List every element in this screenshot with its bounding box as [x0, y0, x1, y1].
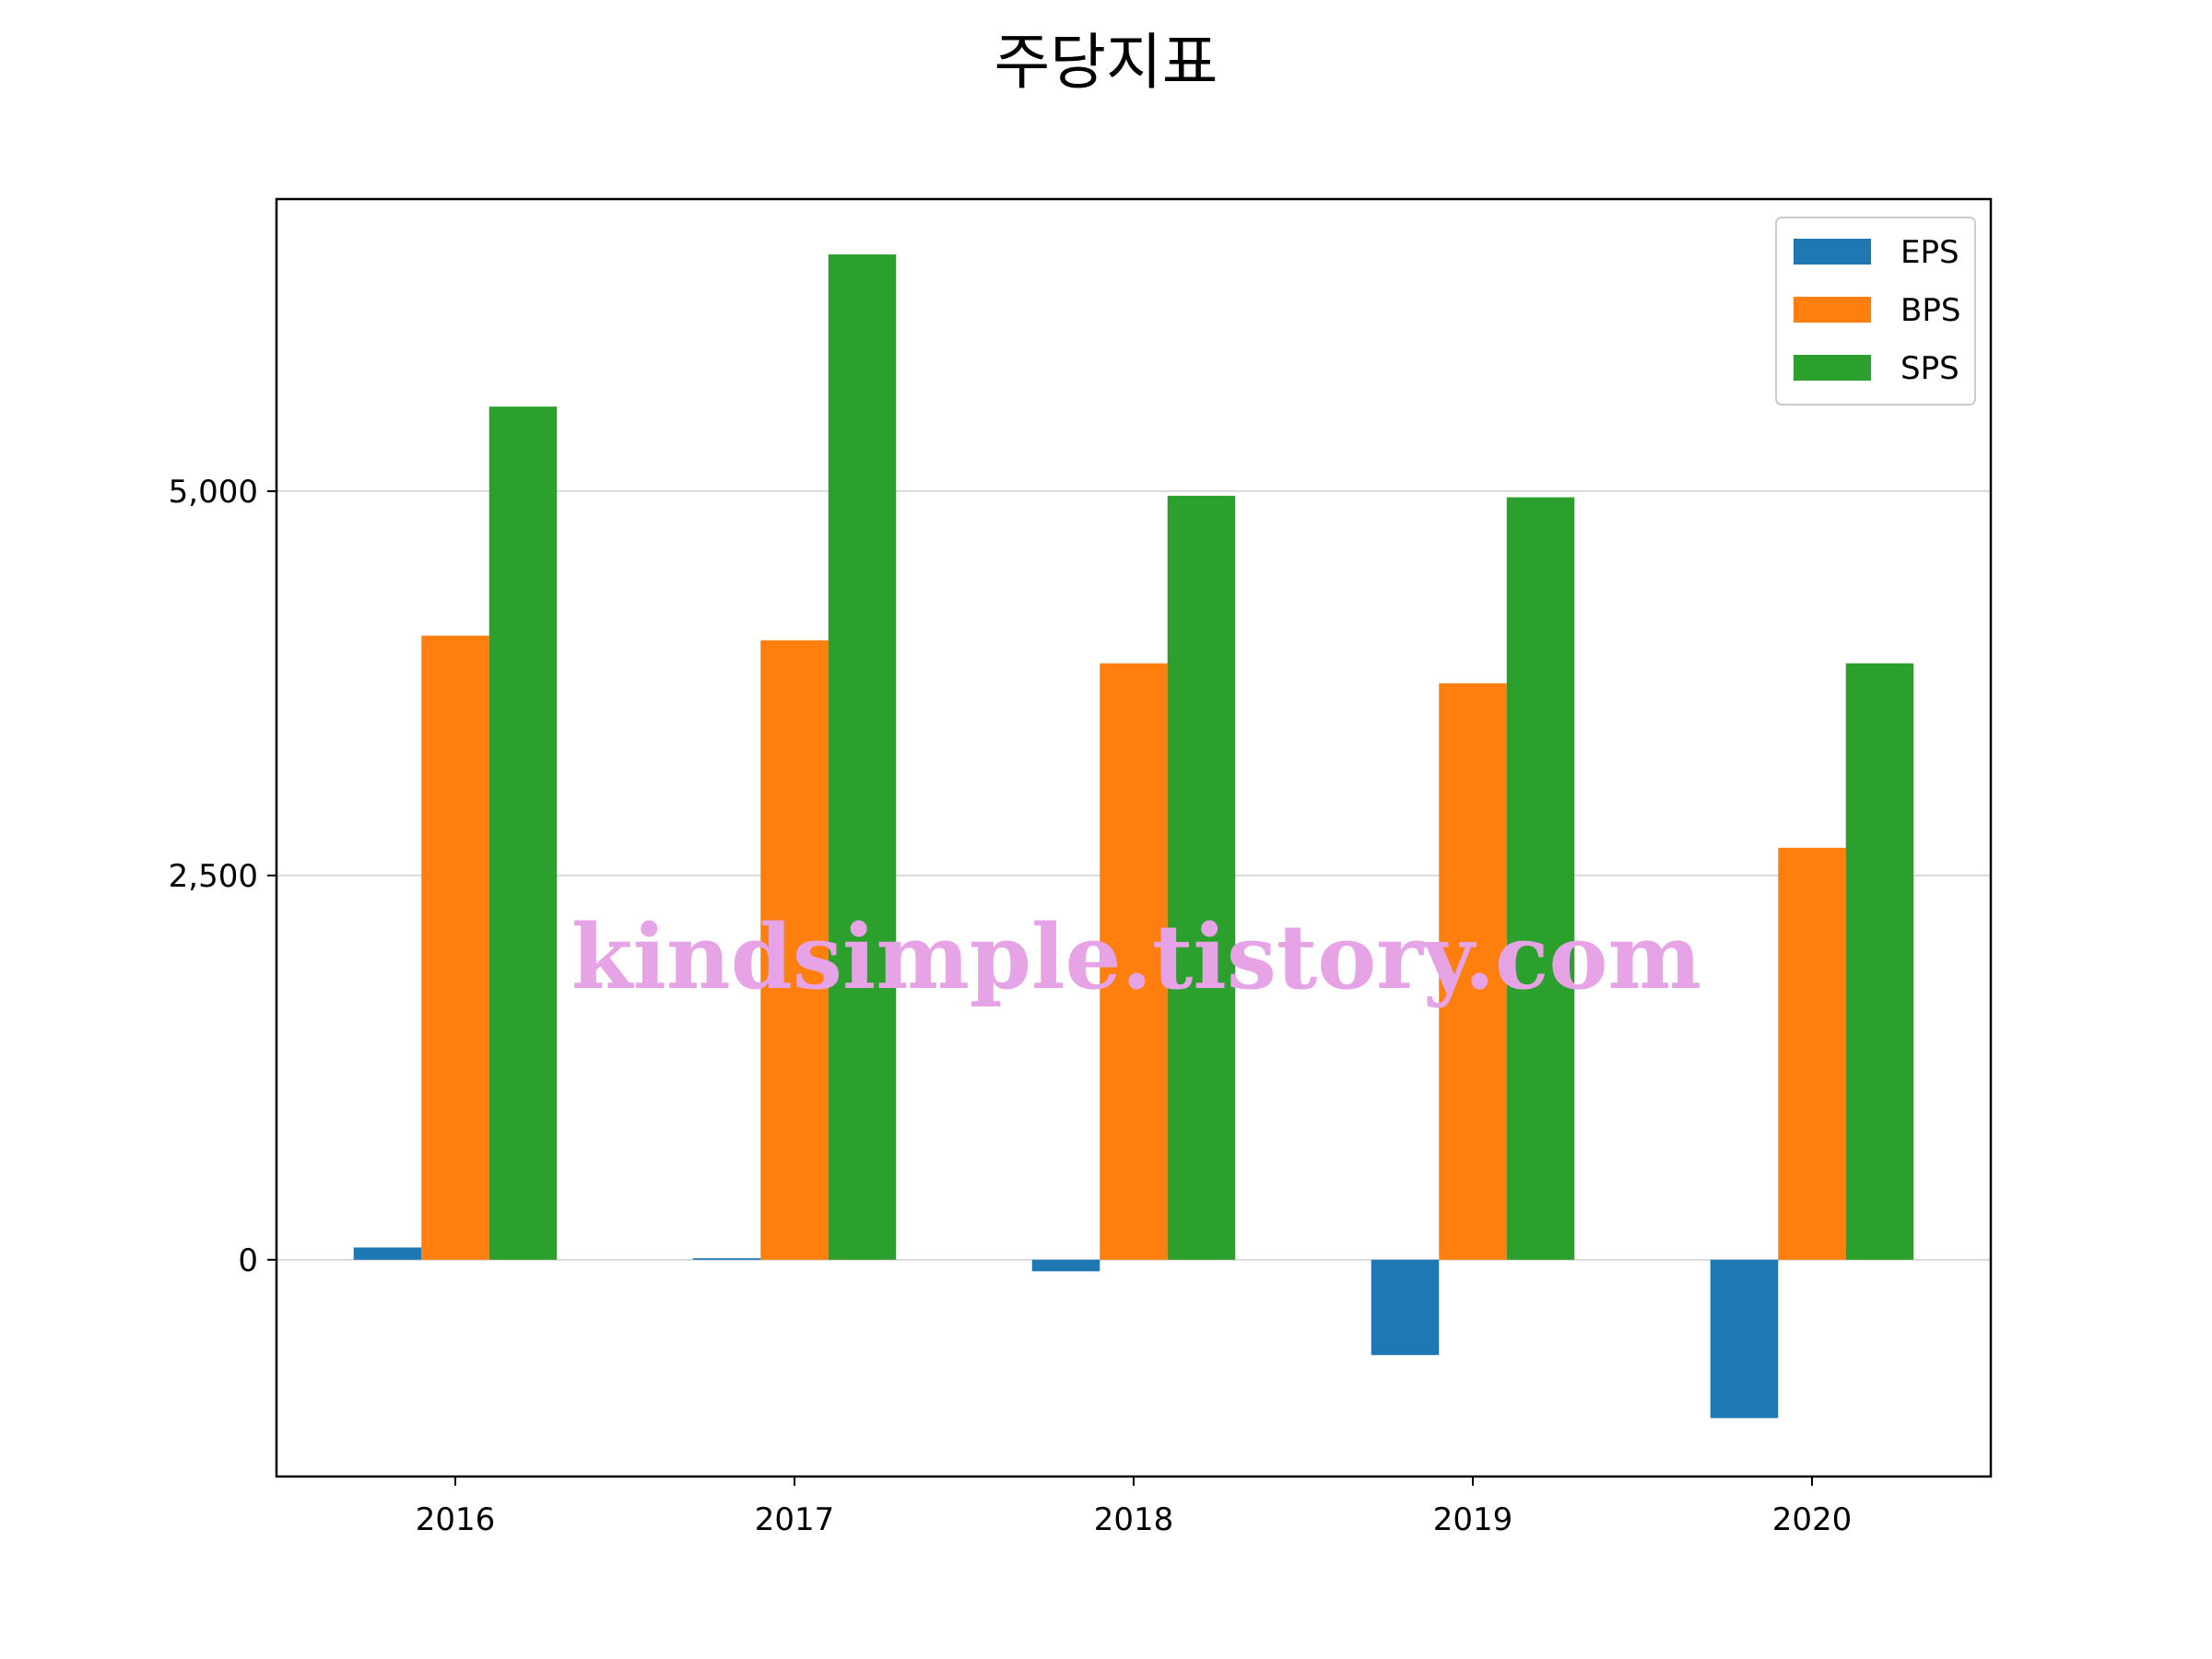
watermark: kindsimple.tistory.com	[571, 905, 1701, 1009]
legend-swatch-eps	[1794, 239, 1871, 265]
bar-eps	[1371, 1259, 1440, 1356]
legend: EPS BPS SPS	[1775, 217, 1976, 406]
bar-sps	[1506, 497, 1575, 1260]
legend-label-bps: BPS	[1900, 292, 1960, 329]
bars	[353, 254, 1914, 1418]
chart-title: 주당지표	[994, 27, 1218, 98]
x-axis: 2016 2017 2018 2019 2020	[416, 1477, 1853, 1538]
y-tick-label: 5,000	[169, 474, 258, 511]
x-tick-label: 2020	[1772, 1501, 1853, 1538]
bar-sps	[828, 254, 897, 1260]
x-tick-label: 2017	[755, 1501, 835, 1538]
bar-sps	[1167, 495, 1236, 1260]
legend-swatch-sps	[1794, 355, 1871, 381]
bar-bps	[1439, 683, 1507, 1260]
x-tick-label: 2018	[1094, 1501, 1174, 1538]
legend-label-eps: EPS	[1900, 234, 1959, 271]
bar-bps	[1778, 847, 1846, 1260]
x-tick-label: 2019	[1433, 1501, 1513, 1538]
bar-eps	[353, 1247, 422, 1260]
y-axis: 0 2,500 5,000	[169, 474, 276, 1279]
bar-eps	[1710, 1259, 1779, 1418]
bar-sps	[1845, 663, 1914, 1260]
bar-bps	[421, 635, 489, 1260]
y-tick-label: 0	[238, 1242, 258, 1279]
bar-bps	[1100, 663, 1168, 1260]
y-tick-label: 2,500	[169, 858, 258, 895]
bar-bps	[760, 640, 829, 1260]
legend-swatch-bps	[1794, 297, 1871, 323]
bar-sps	[488, 406, 558, 1260]
x-tick-label: 2016	[416, 1501, 496, 1538]
bar-eps	[692, 1258, 761, 1260]
bar-eps	[1031, 1259, 1100, 1272]
legend-label-sps: SPS	[1900, 350, 1959, 387]
